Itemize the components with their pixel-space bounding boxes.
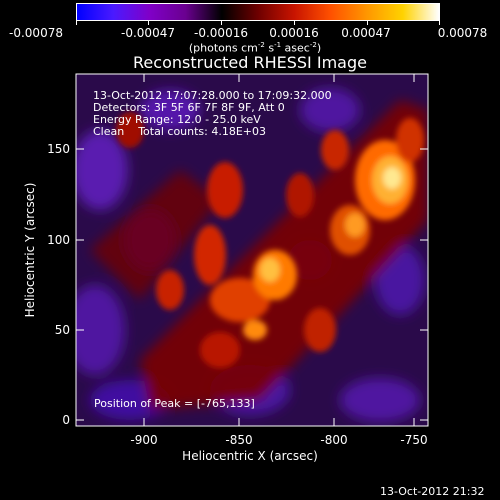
annotation-time-range: 13-Oct-2012 17:07:28.000 to 17:09:32.000 [93,89,332,102]
x-tick-label: -800 [320,433,348,447]
colorbar-tick-label: -0.00016 [194,26,248,40]
y-axis-ticks [76,148,428,421]
colorbar-gradient [77,4,439,20]
y-tick-label: 0 [62,413,70,427]
plot-frame [75,73,429,427]
colorbar-tick-label: 0.00047 [341,26,391,40]
colorbar-tick-label: 0.00078 [437,26,488,40]
image-map [76,74,428,426]
colorbar [76,3,440,21]
y-tick-label: 150 [47,142,70,156]
plot-title: Reconstructed RHESSI Image [133,53,367,72]
annotation-detectors: Detectors: 3F 5F 6F 7F 8F 9F, Att 0 [93,101,285,114]
colorbar-tick-label: 0.00016 [269,26,319,40]
x-axis-ticks [143,74,415,426]
colorbar-tick-marks [76,21,440,25]
annotation-energy-range: Energy Range: 12.0 - 25.0 keV [93,113,261,126]
y-axis-label: Heliocentric Y (arcsec) [23,182,37,318]
colorbar-tick-label: -0.00047 [121,26,175,40]
x-tick-label: -850 [225,433,253,447]
x-tick-label: -750 [400,433,428,447]
x-axis-label: Heliocentric X (arcsec) [182,449,318,463]
colorbar-tick-label: -0.00078 [9,26,63,40]
y-tick-label: 50 [54,323,70,337]
annotation-peak-position: Position of Peak = [-765,133] [94,397,255,410]
footer-timestamp: 13-Oct-2012 21:32 [380,485,485,498]
annotation-clean: Clean Total counts: 4.18E+03 [93,125,267,138]
x-tick-label: -900 [130,433,158,447]
colorbar-units: (photons cm-2 s-1 asec-2) [188,41,322,55]
y-tick-label: 100 [47,233,70,247]
